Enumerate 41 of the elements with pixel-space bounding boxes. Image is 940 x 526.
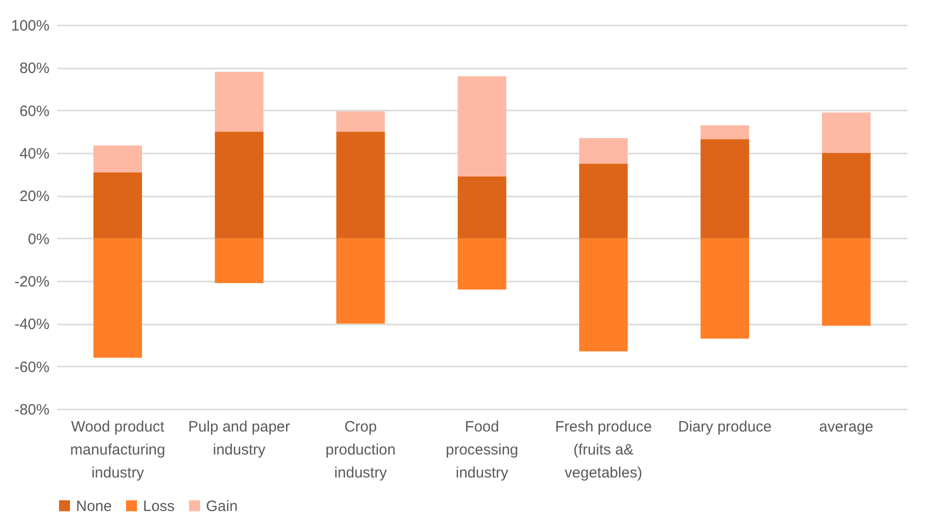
bar — [214, 72, 264, 132]
y-tick-label: -40% — [14, 316, 50, 334]
bar — [700, 139, 750, 238]
bar — [93, 172, 142, 238]
x-tick-label: Wood product manufacturing industry — [70, 418, 166, 482]
bar — [822, 238, 871, 326]
bar — [458, 238, 506, 290]
bar — [214, 132, 264, 238]
y-tick-label: -80% — [14, 402, 50, 418]
y-tick-label: 20% — [19, 188, 50, 206]
bar — [700, 238, 750, 339]
x-tick-label: Fresh produce (fruits a& vegetables) — [555, 418, 652, 482]
bar — [822, 112, 871, 153]
y-tick-label: 40% — [19, 146, 50, 162]
y-tick-label: 0% — [28, 230, 50, 248]
bar — [93, 238, 142, 358]
bar — [579, 238, 628, 352]
bar — [700, 125, 750, 140]
bar — [579, 164, 628, 238]
y-tick-label: 100% — [11, 18, 50, 34]
bar — [336, 132, 385, 238]
x-tick-label: Crop production industry — [326, 418, 396, 482]
y-tick-label: -60% — [14, 358, 50, 376]
y-tick-label: 80% — [19, 60, 50, 78]
x-tick-label: Diary produce — [678, 418, 772, 436]
bar — [579, 138, 628, 164]
bar — [458, 176, 506, 238]
legend-label: Loss — [143, 498, 175, 515]
bar — [458, 76, 506, 176]
legend-label: None — [76, 498, 112, 515]
bar — [93, 146, 142, 172]
x-tick-label: Pulp and paper industry — [188, 418, 290, 458]
legend-label: Gain — [206, 498, 238, 515]
y-tick-label: -20% — [14, 274, 50, 290]
bar — [336, 238, 385, 324]
x-tick-label: Food processing industry — [446, 418, 518, 482]
bar — [822, 153, 871, 238]
y-tick-label: 60% — [19, 102, 50, 120]
x-tick-label: average — [819, 418, 874, 436]
bar — [214, 238, 264, 284]
bar — [336, 111, 385, 132]
